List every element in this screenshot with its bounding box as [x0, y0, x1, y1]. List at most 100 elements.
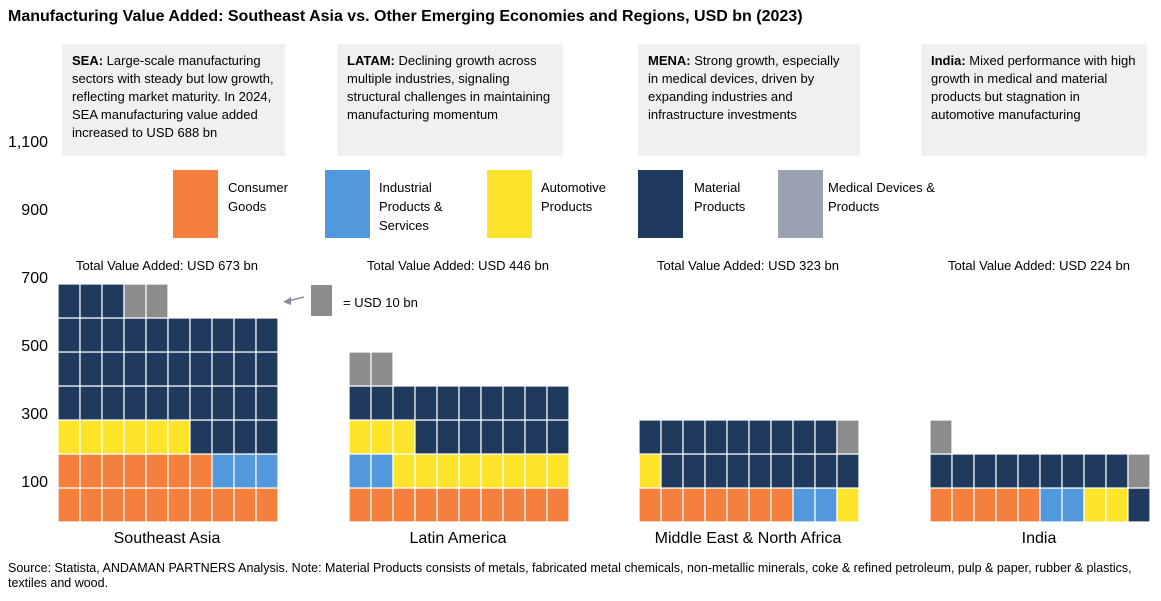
waffle-block-middle-east-north-africa: [814, 487, 838, 523]
waffle-block-southeast-asia: [123, 283, 147, 319]
waffle-block-india: [1039, 453, 1063, 489]
waffle-block-latin-america: [414, 487, 438, 523]
waffle-block-india: [1061, 487, 1085, 523]
waffle-block-latin-america: [370, 487, 394, 523]
waffle-block-latin-america: [348, 351, 372, 387]
waffle-block-middle-east-north-africa: [638, 419, 662, 455]
waffle-block-latin-america: [348, 385, 372, 421]
waffle-block-southeast-asia: [233, 487, 257, 523]
waffle-block-middle-east-north-africa: [660, 453, 684, 489]
waffle-block-southeast-asia: [79, 317, 103, 353]
waffle-block-middle-east-north-africa: [836, 487, 860, 523]
legend-swatch-automotive-products: [487, 170, 532, 238]
legend-label-automotive-products: Automotive Products: [541, 180, 607, 214]
waffle-block-latin-america: [502, 487, 526, 523]
waffle-block-middle-east-north-africa: [814, 453, 838, 489]
waffle-block-latin-america: [546, 419, 570, 455]
waffle-block-southeast-asia: [255, 351, 279, 387]
waffle-block-latin-america: [546, 453, 570, 489]
y-tick-label: 900: [21, 202, 48, 219]
waffle-block-middle-east-north-africa: [682, 419, 706, 455]
waffle-block-latin-america: [392, 419, 416, 455]
waffle-block-southeast-asia: [233, 385, 257, 421]
y-tick-label: 1,100: [7, 134, 48, 151]
waffle-block-india: [1105, 487, 1129, 523]
waffle-block-southeast-asia: [123, 351, 147, 387]
waffle-block-southeast-asia: [101, 419, 125, 455]
legend-label-consumer-goods: Consumer Goods: [228, 180, 288, 214]
waffle-block-southeast-asia: [145, 317, 169, 353]
waffle-block-middle-east-north-africa: [748, 487, 772, 523]
unit-arrow-head: [283, 297, 291, 305]
waffle-block-middle-east-north-africa: [792, 419, 816, 455]
category-label-india: India: [1021, 530, 1057, 547]
waffle-block-latin-america: [546, 487, 570, 523]
waffle-block-latin-america: [414, 419, 438, 455]
waffle-block-southeast-asia: [189, 487, 213, 523]
waffle-block-southeast-asia: [167, 419, 191, 455]
waffle-block-middle-east-north-africa: [770, 419, 794, 455]
waffle-block-middle-east-north-africa: [814, 419, 838, 455]
waffle-block-latin-america: [546, 385, 570, 421]
waffle-block-latin-america: [458, 487, 482, 523]
waffle-block-middle-east-north-africa: [660, 419, 684, 455]
waffle-block-southeast-asia: [123, 385, 147, 421]
waffle-block-middle-east-north-africa: [704, 419, 728, 455]
waffle-block-middle-east-north-africa: [836, 453, 860, 489]
waffle-block-india: [995, 487, 1019, 523]
waffle-block-latin-america: [370, 419, 394, 455]
waffle-block-middle-east-north-africa: [638, 453, 662, 489]
waffle-block-latin-america: [524, 419, 548, 455]
waffle-block-latin-america: [392, 453, 416, 489]
waffle-block-latin-america: [524, 453, 548, 489]
waffle-block-latin-america: [392, 385, 416, 421]
waffle-block-southeast-asia: [211, 351, 235, 387]
waffle-block-southeast-asia: [57, 453, 81, 489]
waffle-block-india: [1061, 453, 1085, 489]
waffle-block-middle-east-north-africa: [704, 453, 728, 489]
waffle-block-southeast-asia: [255, 487, 279, 523]
waffle-block-southeast-asia: [79, 351, 103, 387]
waffle-block-india: [951, 453, 975, 489]
waffle-block-latin-america: [480, 487, 504, 523]
waffle-block-southeast-asia: [255, 453, 279, 489]
waffle-block-latin-america: [458, 419, 482, 455]
waffle-block-southeast-asia: [101, 487, 125, 523]
unit-legend-swatch: [311, 285, 332, 316]
waffle-block-latin-america: [348, 487, 372, 523]
waffle-block-southeast-asia: [255, 385, 279, 421]
waffle-block-latin-america: [502, 385, 526, 421]
category-label-mena: Middle East & North Africa: [654, 530, 842, 547]
waffle-block-southeast-asia: [145, 419, 169, 455]
waffle-block-india: [973, 487, 997, 523]
legend-label-material-products: Material Products: [694, 180, 746, 214]
waffle-block-southeast-asia: [189, 317, 213, 353]
waffle-block-latin-america: [414, 453, 438, 489]
waffle-block-southeast-asia: [145, 351, 169, 387]
waffle-block-southeast-asia: [79, 453, 103, 489]
waffle-block-latin-america: [348, 419, 372, 455]
waffle-block-southeast-asia: [211, 385, 235, 421]
waffle-block-india: [1127, 487, 1151, 523]
waffle-block-middle-east-north-africa: [770, 453, 794, 489]
waffle-block-latin-america: [480, 453, 504, 489]
waffle-block-middle-east-north-africa: [792, 487, 816, 523]
waffle-block-latin-america: [370, 385, 394, 421]
waffle-block-southeast-asia: [101, 385, 125, 421]
waffle-block-southeast-asia: [57, 351, 81, 387]
source-note: Source: Statista, ANDAMAN PARTNERS Analy…: [8, 561, 1132, 590]
waffle-block-southeast-asia: [189, 419, 213, 455]
waffle-block-southeast-asia: [255, 419, 279, 455]
waffle-block-southeast-asia: [57, 385, 81, 421]
waffle-block-southeast-asia: [57, 317, 81, 353]
waffle-block-india: [1039, 487, 1063, 523]
waffle-block-latin-america: [480, 419, 504, 455]
waffle-block-india: [1105, 453, 1129, 489]
waffle-block-southeast-asia: [57, 487, 81, 523]
waffle-block-southeast-asia: [79, 385, 103, 421]
waffle-block-southeast-asia: [167, 453, 191, 489]
waffle-block-india: [929, 419, 953, 455]
waffle-block-india: [1083, 453, 1107, 489]
waffle-block-southeast-asia: [145, 453, 169, 489]
waffle-block-southeast-asia: [145, 283, 169, 319]
